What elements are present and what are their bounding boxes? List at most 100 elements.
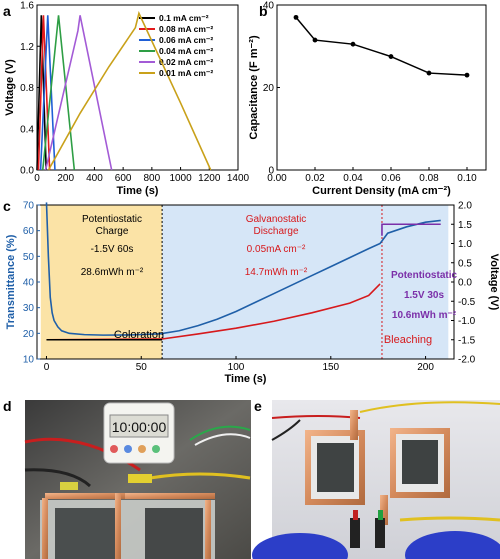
y-tick-label: 1.6 (20, 1, 34, 12)
x-tick-label: 1000 (169, 173, 192, 184)
annotation-charge-condition: -1.5V 60s (91, 244, 134, 255)
series-line (381, 223, 441, 236)
x-tick-label: 600 (115, 173, 132, 184)
y-tick-label: 0.0 (20, 166, 34, 177)
panel-d-photo: d 10:00:00 (3, 398, 251, 559)
panel-a-chart: a 0 200 400 600 800 1000 1200 1400 0.0 0.4 0.8 1.2 1… (3, 1, 250, 198)
y2-tick-label: -0.5 (458, 297, 476, 308)
y2-axis-label: Voltage (V) (488, 254, 500, 311)
series-line (36, 15, 47, 171)
annotation-charge-title: Charge (96, 226, 129, 237)
data-point (464, 72, 470, 78)
y-axis-label: Transmittance (%) (5, 234, 17, 329)
annotation-charge-title: Potentiostatic (82, 214, 142, 225)
series-line (46, 283, 381, 341)
x-tick-label: 200 (417, 362, 434, 373)
x-tick-label: 50 (136, 362, 148, 373)
data-point (388, 54, 394, 59)
data-point (350, 41, 356, 47)
y-tick-label: 30 (23, 303, 35, 314)
series-line (45, 202, 441, 336)
y-tick-label: 0.8 (20, 83, 34, 94)
y-tick-label: 10 (23, 355, 35, 366)
y2-tick-label: 0.0 (458, 278, 472, 289)
panel-d-label: d (3, 398, 12, 414)
panel-c-label: c (3, 198, 11, 214)
series-line (41, 15, 76, 171)
shaded-region (40, 205, 163, 359)
timer-readout: 10:00:00 (112, 419, 167, 435)
annotation-discharge-title: Galvanostatic (246, 214, 307, 225)
series-line (44, 15, 113, 171)
x-tick-label: 1200 (198, 173, 221, 184)
data-point (426, 70, 432, 76)
legend-label: 0.08 mA cm⁻² (159, 24, 213, 34)
series-line (47, 10, 212, 171)
y-tick-label: 20 (263, 83, 275, 94)
photo-e-scene (252, 400, 500, 559)
y-axis-label: Voltage (V) (4, 59, 16, 116)
y2-tick-label: 2.0 (458, 201, 472, 212)
x-tick-label: 1400 (227, 173, 250, 184)
legend-label: 0.02 mA cm⁻² (159, 57, 213, 67)
legend-label: 0.01 mA cm⁻² (159, 68, 213, 78)
shaded-region (162, 205, 449, 359)
y2-tick-label: -1.0 (458, 316, 476, 327)
y-tick-label: 70 (23, 201, 35, 212)
y-tick-label: 40 (263, 1, 275, 12)
y-tick-label: 20 (23, 329, 35, 340)
y2-tick-label: 1.0 (458, 239, 472, 250)
series-line (39, 15, 56, 171)
x-tick-label: 0.08 (419, 173, 439, 184)
data-point (312, 37, 318, 43)
y-tick-label: 40 (23, 278, 35, 289)
y2-tick-label: -2.0 (458, 355, 476, 366)
timer-device: 10:00:00 (103, 402, 175, 464)
x-tick-label: 0.00 (267, 173, 287, 184)
y-axis-label: Capacitance (F m⁻²) (248, 35, 260, 140)
x-tick-label: 0 (34, 173, 40, 184)
x-tick-label: 200 (57, 173, 74, 184)
x-axis-label: Current Density (mA cm⁻²) (312, 185, 451, 197)
y-tick-label: 0.4 (20, 124, 34, 135)
x-tick-label: 400 (86, 173, 103, 184)
y-tick-label: 50 (23, 252, 35, 263)
annotation-pot-condition: 1.5V 30s (404, 290, 444, 301)
y2-tick-label: -1.5 (458, 335, 476, 346)
series-line (295, 16, 468, 76)
annotation-charge-energy: 28.6mWh m⁻² (81, 267, 144, 278)
x-axis-label: Time (s) (225, 373, 267, 385)
x-tick-label: 0.10 (457, 173, 477, 184)
panel-a-label: a (3, 3, 11, 19)
y-tick-label: 60 (23, 226, 35, 237)
legend-label: 0.04 mA cm⁻² (159, 46, 213, 56)
annotation-discharge-title: Discharge (253, 226, 298, 237)
x-tick-label: 0.04 (343, 173, 363, 184)
panel-b-chart: b 0.00 0.02 0.04 0.06 0.08 0.10 0 20 40 Current D… (248, 1, 487, 197)
y-tick-label: 0 (268, 166, 274, 177)
x-tick-label: 800 (144, 173, 161, 184)
annotation-coloration: Coloration (114, 329, 164, 341)
legend-label: 0.06 mA cm⁻² (159, 35, 213, 45)
x-tick-label: 100 (228, 362, 245, 373)
x-axis-label: Time (s) (117, 185, 159, 197)
annotation-discharge-condition: 0.05mA cm⁻² (247, 244, 306, 255)
x-tick-label: 0 (44, 362, 50, 373)
annotation-pot-title: Potentiostatic (391, 270, 458, 281)
photo-d-scene: 10:00:00 (24, 400, 251, 559)
x-tick-label: 150 (322, 362, 339, 373)
annotation-bleaching: Bleaching (384, 334, 432, 346)
data-point (293, 14, 299, 20)
plot-frame (276, 4, 487, 171)
y2-tick-label: 1.5 (458, 220, 472, 231)
annotation-pot-energy: 10.6mWh m⁻² (392, 310, 457, 321)
legend-label: 0.1 mA cm⁻² (159, 13, 209, 23)
y-tick-label: 1.2 (20, 42, 34, 53)
panel-e-photo: e (252, 398, 500, 559)
annotation-discharge-energy: 14.7mWh m⁻² (245, 267, 308, 278)
panel-b-label: b (259, 3, 268, 19)
x-tick-label: 0.02 (305, 173, 325, 184)
panel-e-label: e (254, 398, 262, 414)
y2-tick-label: 0.5 (458, 258, 472, 269)
